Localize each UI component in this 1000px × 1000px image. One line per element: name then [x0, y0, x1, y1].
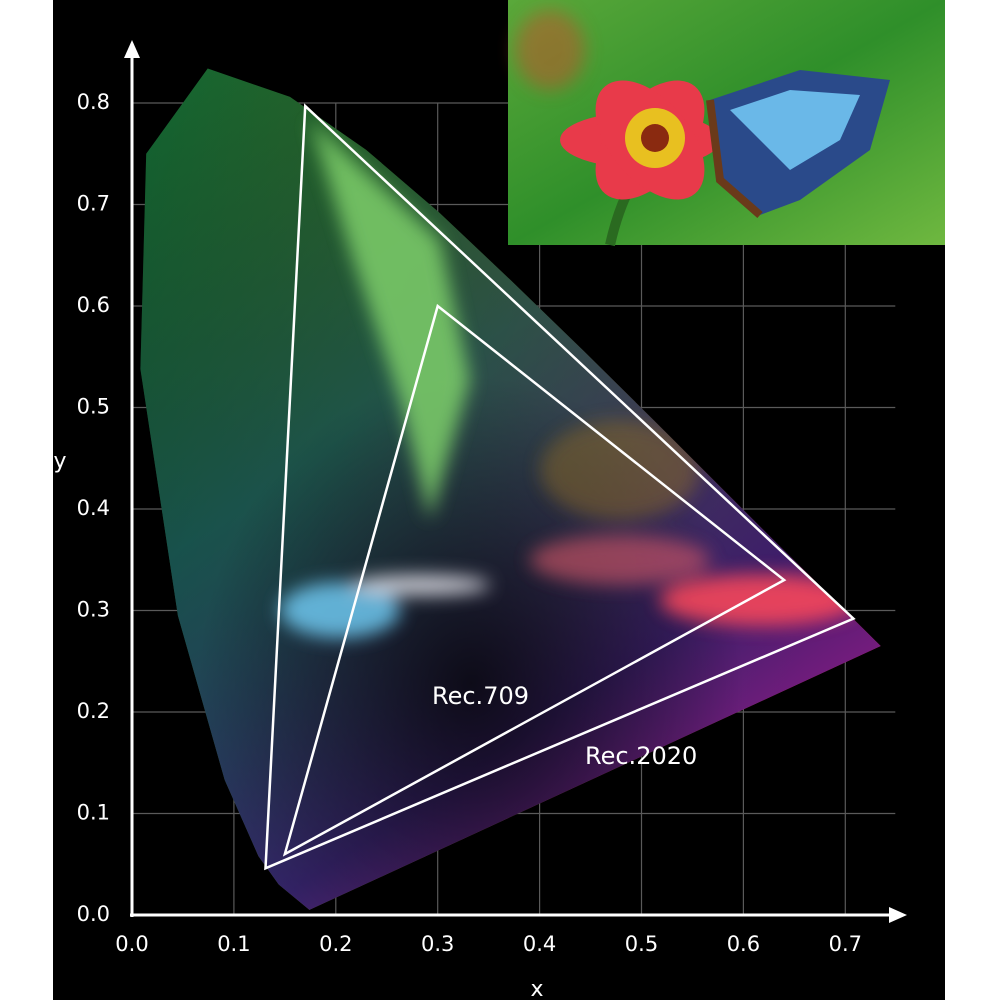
axes: [124, 40, 907, 923]
y-axis-label: y: [53, 449, 66, 474]
x-tick-label: 0.4: [523, 932, 556, 956]
y-tick-label: 0.5: [77, 395, 110, 419]
x-tick-label: 0.1: [217, 932, 250, 956]
y-tick-label: 0.7: [77, 192, 110, 216]
x-tick-label: 0.7: [829, 932, 862, 956]
x-tick-label: 0.3: [421, 932, 454, 956]
y-tick-label: 0.0: [77, 902, 110, 926]
x-tick-label: 0.2: [319, 932, 352, 956]
x-tick-label: 0.6: [727, 932, 760, 956]
x-tick-label: 0.0: [115, 932, 148, 956]
gamut-triangle: [282, 303, 787, 857]
x-tick-label: 0.5: [625, 932, 658, 956]
x-axis-label: x: [530, 977, 543, 1000]
series-label: Rec.2020: [585, 742, 697, 770]
photo-inset: [508, 0, 945, 247]
y-tick-label: 0.6: [77, 293, 110, 317]
gamut-triangle: [264, 103, 856, 871]
y-tick-label: 0.1: [77, 801, 110, 825]
series-label: Rec.709: [432, 682, 529, 710]
y-tick-label: 0.2: [77, 699, 110, 723]
y-tick-label: 0.3: [77, 598, 110, 622]
y-tick-label: 0.4: [77, 496, 110, 520]
y-tick-label: 0.8: [77, 90, 110, 114]
